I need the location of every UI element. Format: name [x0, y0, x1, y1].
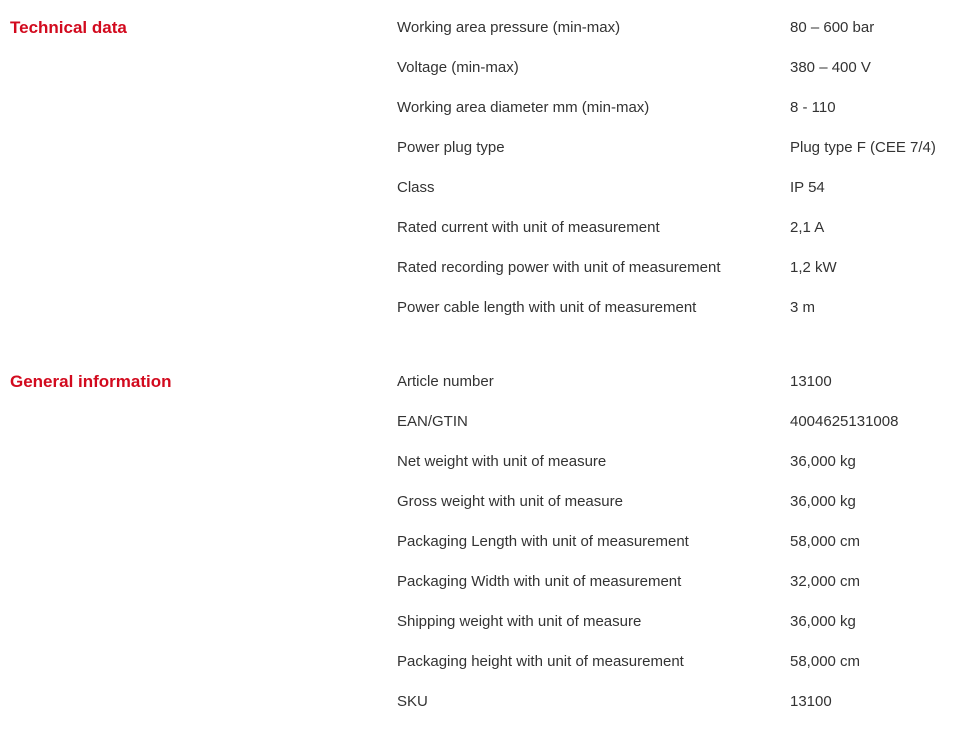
spec-row-power-plug-type: Power plug type Plug type F (CEE 7/4)	[397, 138, 957, 178]
spec-row-gross-weight: Gross weight with unit of measure 36,000…	[397, 492, 957, 532]
spec-value: 3 m	[790, 299, 816, 316]
spec-row-rated-recording-power: Rated recording power with unit of measu…	[397, 258, 957, 298]
spec-row-sku: SKU 13100	[397, 692, 957, 732]
spec-value: 380 – 400 V	[790, 59, 871, 76]
spec-row-net-weight: Net weight with unit of measure 36,000 k…	[397, 452, 957, 492]
spec-row-packaging-height: Packaging height with unit of measuremen…	[397, 652, 957, 692]
spec-row-power-cable-length: Power cable length with unit of measurem…	[397, 298, 957, 338]
spec-row-shipping-weight: Shipping weight with unit of measure 36,…	[397, 612, 957, 652]
spec-value: 58,000 cm	[790, 653, 861, 670]
spec-row-working-area-diameter: Working area diameter mm (min-max) 8 - 1…	[397, 98, 957, 138]
spec-value: 13100	[790, 693, 832, 710]
spec-value: 80 – 600 bar	[790, 19, 875, 36]
spec-value: 4004625131008	[790, 413, 899, 430]
spec-label: Packaging Length with unit of measuremen…	[397, 533, 689, 550]
spec-label: Rated recording power with unit of measu…	[397, 259, 721, 276]
spec-label: Power cable length with unit of measurem…	[397, 299, 697, 316]
spec-value: 58,000 cm	[790, 533, 861, 550]
spec-label: Working area pressure (min-max)	[397, 19, 621, 36]
spec-value: 36,000 kg	[790, 493, 856, 510]
section-heading-technical-data: Technical data	[10, 18, 127, 37]
spec-row-voltage: Voltage (min-max) 380 – 400 V	[397, 58, 957, 98]
general-information-section: General information Article number 13100…	[0, 354, 957, 732]
spec-label: Class	[397, 179, 435, 196]
spec-value: 36,000 kg	[790, 613, 856, 630]
spec-row-article-number: Article number 13100	[397, 372, 957, 412]
spec-label: Shipping weight with unit of measure	[397, 613, 642, 630]
spec-value: 8 - 110	[790, 99, 836, 116]
spec-value: 32,000 cm	[790, 573, 861, 590]
technical-data-rows: Working area pressure (min-max) 80 – 600…	[397, 18, 957, 338]
spec-row-class: Class IP 54	[397, 178, 957, 218]
spec-label: Power plug type	[397, 139, 505, 156]
spec-value: 13100	[790, 373, 832, 390]
spec-label: Packaging Width with unit of measurement	[397, 573, 682, 590]
spec-label: Working area diameter mm (min-max)	[397, 99, 650, 116]
spec-row-packaging-width: Packaging Width with unit of measurement…	[397, 572, 957, 612]
spec-value: 1,2 kW	[790, 259, 837, 276]
spec-label: Packaging height with unit of measuremen…	[397, 653, 684, 670]
spec-row-working-area-pressure: Working area pressure (min-max) 80 – 600…	[397, 18, 957, 58]
spec-label: EAN/GTIN	[397, 413, 468, 430]
section-heading-general-information: General information	[10, 372, 172, 391]
spec-value: 2,1 A	[790, 219, 825, 236]
spec-row-ean-gtin: EAN/GTIN 4004625131008	[397, 412, 957, 452]
technical-data-section: Technical data Working area pressure (mi…	[0, 0, 957, 338]
spec-label: Rated current with unit of measurement	[397, 219, 660, 236]
spec-value: 36,000 kg	[790, 453, 856, 470]
spec-value: IP 54	[790, 179, 825, 196]
spec-row-packaging-length: Packaging Length with unit of measuremen…	[397, 532, 957, 572]
spec-value: Plug type F (CEE 7/4)	[790, 139, 936, 156]
spec-label: Voltage (min-max)	[397, 59, 519, 76]
spec-row-rated-current: Rated current with unit of measurement 2…	[397, 218, 957, 258]
spec-label: Gross weight with unit of measure	[397, 493, 623, 510]
spec-label: Article number	[397, 373, 494, 390]
spec-label: SKU	[397, 693, 428, 710]
general-information-rows: Article number 13100 EAN/GTIN 4004625131…	[397, 372, 957, 732]
spec-label: Net weight with unit of measure	[397, 453, 607, 470]
